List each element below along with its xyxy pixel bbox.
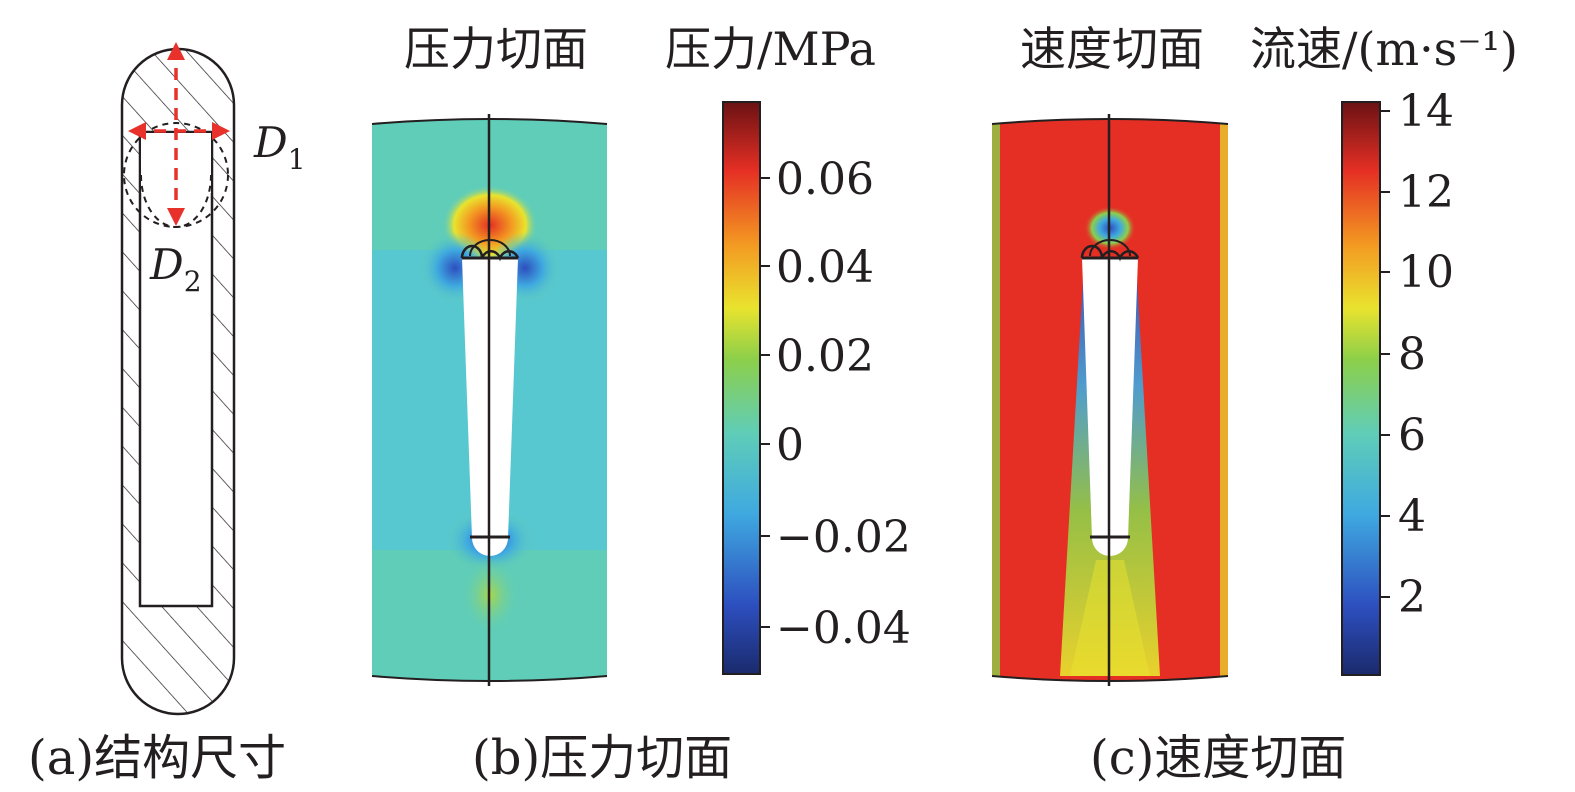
velocity-colorbar <box>1341 101 1390 676</box>
pressure-field-plot <box>371 114 608 686</box>
velocity-tick-label: 12 <box>1398 167 1454 218</box>
pressure-colorbar <box>722 101 770 675</box>
velocity-colorbar-title: 流速/(m·s⁻¹) <box>1250 22 1518 76</box>
pressure-tick-label: 0.04 <box>776 242 874 293</box>
velocity-tick-label: 14 <box>1398 86 1454 137</box>
velocity-tick-label: 10 <box>1398 247 1454 298</box>
pressure-slice-title: 压力切面 <box>404 22 588 76</box>
velocity-tick-label: 2 <box>1398 572 1426 623</box>
velocity-tick-label: 6 <box>1398 410 1426 461</box>
dimension-d1-arrow <box>128 122 230 140</box>
caption-b: (b)压力切面 <box>472 730 733 786</box>
pressure-tick-label: 0.06 <box>776 154 874 205</box>
pressure-tick-label: −0.04 <box>776 603 911 654</box>
d1-label: D1 <box>254 118 306 176</box>
velocity-field-plot <box>991 114 1229 686</box>
velocity-tick-label: 8 <box>1398 329 1426 380</box>
velocity-tick-label: 4 <box>1398 491 1426 542</box>
caption-c: (c)速度切面 <box>1090 730 1347 786</box>
pressure-colorbar-title: 压力/MPa <box>665 22 876 76</box>
dimension-d2-arrow <box>167 42 185 226</box>
pressure-tick-label: 0.02 <box>776 331 874 382</box>
d2-label: D2 <box>150 240 202 298</box>
pressure-tick-label: −0.02 <box>776 512 911 563</box>
structure-diagram <box>120 47 236 716</box>
pressure-tick-label: 0 <box>776 420 804 471</box>
caption-a: (a)结构尺寸 <box>28 730 287 786</box>
velocity-slice-title: 速度切面 <box>1020 22 1204 76</box>
